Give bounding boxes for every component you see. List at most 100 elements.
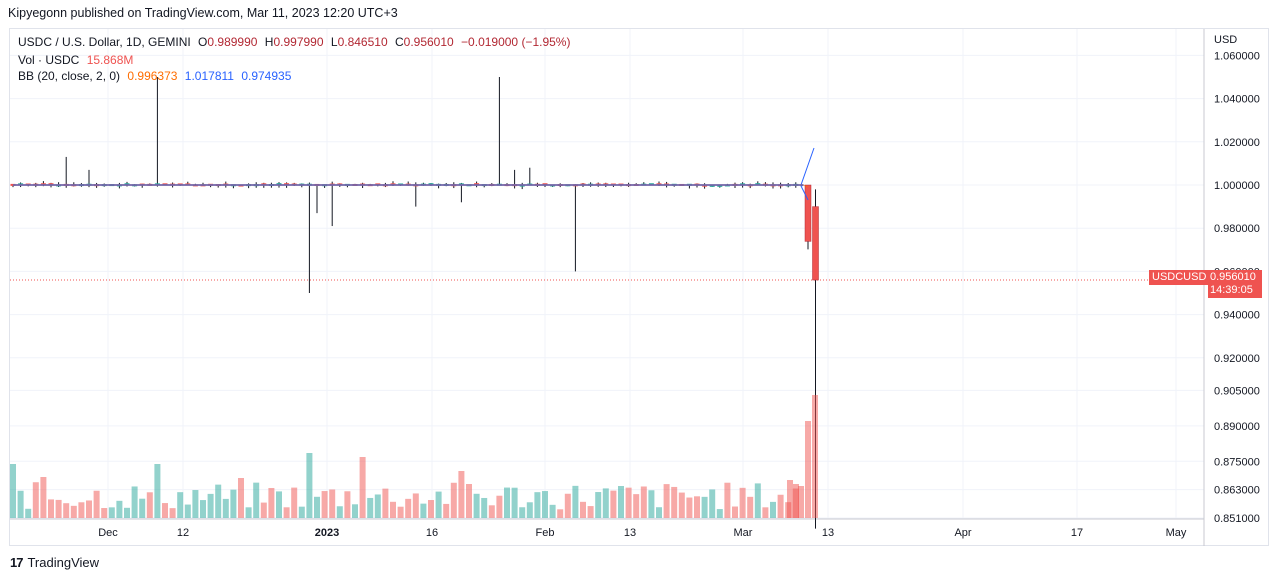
volume-bar [374,494,381,518]
y-tick-label: 1.060000 [1214,50,1260,62]
volume-bar [382,488,389,518]
bar-countdown: 14:39:05 [1210,284,1253,296]
legend-open: 0.989990 [207,35,258,49]
volume-bar [549,504,556,518]
volume-bar [390,501,396,518]
volume-bar [405,498,412,518]
volume-bar [747,496,754,518]
legend-open-label: O [198,35,208,49]
volume-bar [656,507,662,518]
volume-bar [314,496,320,518]
publisher-line: Kipyegonn published on TradingView.com, … [8,6,398,20]
legend-bb-label[interactable]: BB (20, close, 2, 0) [18,69,121,83]
y-tick-label: 1.040000 [1214,94,1260,106]
x-tick-label: Feb [536,527,555,539]
volume-bar [473,493,480,518]
candle-body[interactable] [812,206,819,281]
legend-bb-upper: 1.017811 [184,69,234,83]
y-tick-label: 0.940000 [1214,310,1260,322]
volume-bar [306,453,313,518]
y-tick-label: 0.851000 [1214,513,1260,525]
last-price-value: 0.956010 [1210,271,1256,283]
tradingview-logo[interactable]: 17 TradingView [10,555,99,570]
volume-bar [618,486,624,518]
volume-bar [116,500,123,518]
volume-bar [154,464,161,518]
volume-bar [352,504,358,518]
volume-bar [724,482,731,518]
volume-bar [678,492,685,518]
last-price-box: 0.956010 14:39:05 [1208,270,1262,298]
y-tick-label: 1.020000 [1214,137,1260,149]
legend-bb-lower: 0.974935 [241,69,292,83]
volume-bar [716,509,723,518]
volume-bar [466,484,472,518]
volume-bar [276,491,282,518]
volume-bar [557,509,564,518]
x-tick-label: Mar [734,527,753,539]
y-tick-label: 0.863000 [1214,485,1260,497]
legend-main: USDC / U.S. Dollar, 1D, GEMINI O0.989990… [18,35,574,49]
volume-bar [443,503,450,518]
y-tick-label: 0.875000 [1214,456,1260,468]
volume-bar [435,491,442,518]
volume-bar [207,493,214,518]
volume-bar [184,504,191,518]
tradingview-mark-icon: 17 [10,555,24,570]
volume-bar [162,503,168,518]
volume-bar [663,484,670,518]
volume-bar [526,502,533,518]
volume-bar [709,489,716,518]
volume-bar [124,507,130,518]
volume-bar [55,499,62,518]
volume-bar [770,501,776,518]
volume-bar [17,490,24,518]
volume-bar [602,488,609,518]
legend-bb-basis: 0.996373 [127,69,178,83]
volume-bar [200,500,206,518]
volume-bar [291,487,298,518]
x-tick-label: 2023 [315,527,339,539]
volume-bar [169,508,176,518]
chart-frame[interactable] [9,28,1269,546]
volume-bar [595,492,602,518]
y-tick-label: 1.000000 [1214,180,1260,192]
volume-bar [458,471,465,518]
volume-bar [686,497,693,518]
volume-bar [245,507,252,518]
legend-high-label: H [264,35,274,49]
volume-bar [762,507,769,518]
volume-bar [321,491,328,518]
legend-bb: BB (20, close, 2, 0) 0.996373 1.017811 0… [18,69,295,83]
volume-bar [412,493,419,518]
symbol-price-tag: USDCUSD [1149,270,1210,285]
tradingview-logo-text: TradingView [27,555,100,570]
volume-bar [739,487,746,518]
volume-bar [542,491,548,518]
legend-volume-label[interactable]: Vol · USDC [18,53,80,67]
x-tick-label: 12 [177,527,189,539]
volume-bar [701,496,708,518]
y-tick-label: 0.890000 [1214,421,1260,433]
volume-bar [793,484,799,518]
volume-bar [511,487,518,518]
volume-bar [48,499,54,518]
x-tick-label: 13 [822,527,834,539]
volume-bar [496,495,503,518]
volume-bar [610,490,617,518]
legend-symbol[interactable]: USDC / U.S. Dollar, 1D, GEMINI [18,35,191,49]
volume-bar [344,491,351,518]
volume-bar [732,506,738,518]
y-tick-label: 0.905000 [1214,385,1260,397]
volume-bar [359,457,366,518]
candle-body[interactable] [804,184,812,242]
volume-bar [131,486,138,518]
volume-bar [336,506,343,518]
legend-low-label: L [330,35,338,49]
volume-bar [488,505,495,518]
y-tick-label: 0.920000 [1214,353,1260,365]
volume-bar [25,508,32,518]
volume-bar [139,498,146,518]
volume-bar [519,507,526,518]
